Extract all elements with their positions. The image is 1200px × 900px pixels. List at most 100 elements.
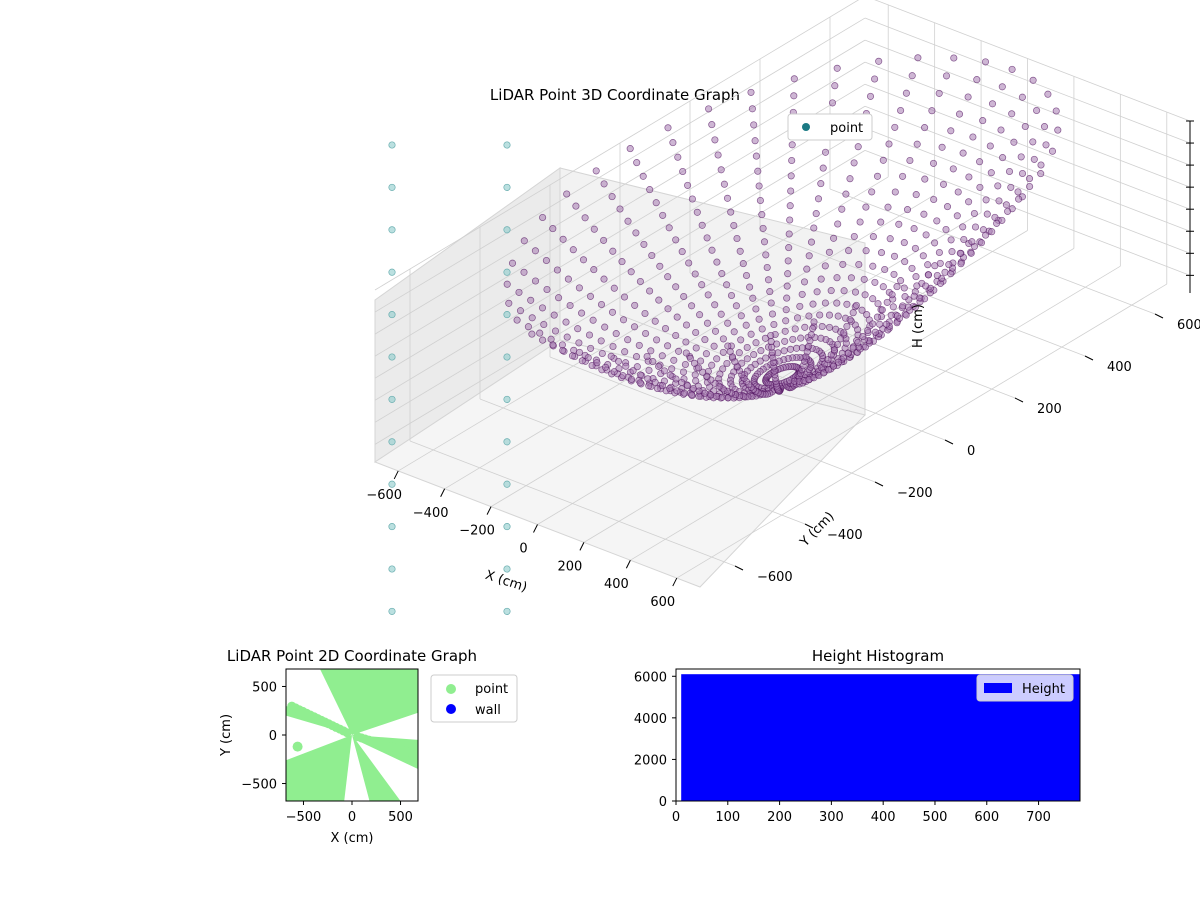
scan-point [998,216,1006,224]
grid-line-z [374,150,866,445]
scan-point [889,303,897,311]
scan-point [1037,161,1045,169]
scan-point [575,348,584,356]
scan-point [973,76,981,84]
scan-point [697,357,705,365]
scan-point [695,364,703,372]
scan-point [938,143,946,151]
scan-point [850,159,858,167]
scan-point [793,314,802,322]
scan-point [929,159,938,167]
tick-mark-y-3d [1014,397,1024,403]
tick-label-x-3d: 600 [650,595,675,610]
grid-line-y [829,188,1156,315]
scan-point [684,181,692,189]
scan-point [672,236,680,244]
scan-point [768,310,777,318]
scan-point [787,172,795,180]
scan-point [649,358,657,366]
lidar-3d-chart: LiDAR Point 3D Coordinate Graph −600 −400… [366,0,1200,615]
scan-point [800,278,809,286]
scan-point [883,298,891,306]
grid-line-z [874,0,1191,122]
scan-point [767,331,775,340]
scan-point [609,247,617,255]
scan-point [584,354,592,362]
scan-point [749,294,757,302]
grid-line-z [864,17,1191,144]
outlier-point [388,141,396,149]
scan-point [531,277,540,285]
scan-point [609,342,617,351]
scan-point [809,300,817,308]
scan-point [620,293,629,301]
scan-point [600,180,608,188]
scan-point [531,247,539,255]
tick-label-x-hist: 100 [715,810,740,825]
scan-point [911,244,919,252]
scan-point [698,281,706,289]
tick-label-y-3d: −600 [757,570,793,585]
scan-point [748,105,756,113]
grid-line-y [689,272,1016,399]
scan-point [755,182,763,190]
scan-point [839,260,847,268]
scan-point [846,175,854,183]
scan-point [813,288,821,296]
grid-line-z [864,105,1191,232]
scan-point [948,248,956,256]
point-cloud-region [352,735,401,801]
scan-point [550,311,558,319]
grid-line-z [864,83,1191,210]
scan-point [718,270,726,278]
scan-point [862,247,870,255]
scan-point [832,325,840,333]
scan-point [1025,175,1034,183]
scan-point [696,311,704,319]
scan-point [825,248,833,256]
scan-point [965,173,973,181]
scan-point [919,252,927,260]
scan-point [585,331,594,339]
scan-point [756,357,764,365]
scan-point [786,345,795,353]
tick-label-x-2d: −500 [286,810,322,825]
scan-point [578,357,586,365]
scan-point [797,334,805,342]
histogram-title: Height Histogram [812,647,944,665]
scan-point [755,315,763,323]
scan-point [714,151,722,159]
scan-point [640,240,648,248]
scan-point [682,321,691,329]
scan-point [608,308,617,316]
scan-point [542,256,550,265]
scan-point [851,288,860,296]
scan-point-2d [292,741,303,752]
scan-point [581,214,589,222]
scan-point [890,252,899,260]
scan-point [666,384,674,392]
scan-point [942,72,951,80]
scan-point [914,54,922,62]
scan-point [704,291,712,299]
scan-point [598,349,606,358]
scan-point [812,210,820,218]
scan-point [834,358,842,366]
scan-point [988,100,997,108]
outlier-point [388,311,396,319]
scan-point [821,299,829,307]
scan-point [991,213,999,221]
scan-point [635,341,643,349]
legend-2d-marker-point [446,684,456,694]
scan-point [688,195,696,203]
scan-point [645,366,653,374]
scan-point [524,323,532,331]
scan-point-2d [408,748,418,758]
scan-point [838,205,846,213]
scan-point [939,180,948,188]
tick-mark-x-3d [579,542,585,551]
scan-point [618,258,626,266]
legend-2d-marker-wall [446,704,456,714]
height-histogram-chart: Height Histogram 0 100 200 300 400 500 600 7000… [634,647,1081,825]
